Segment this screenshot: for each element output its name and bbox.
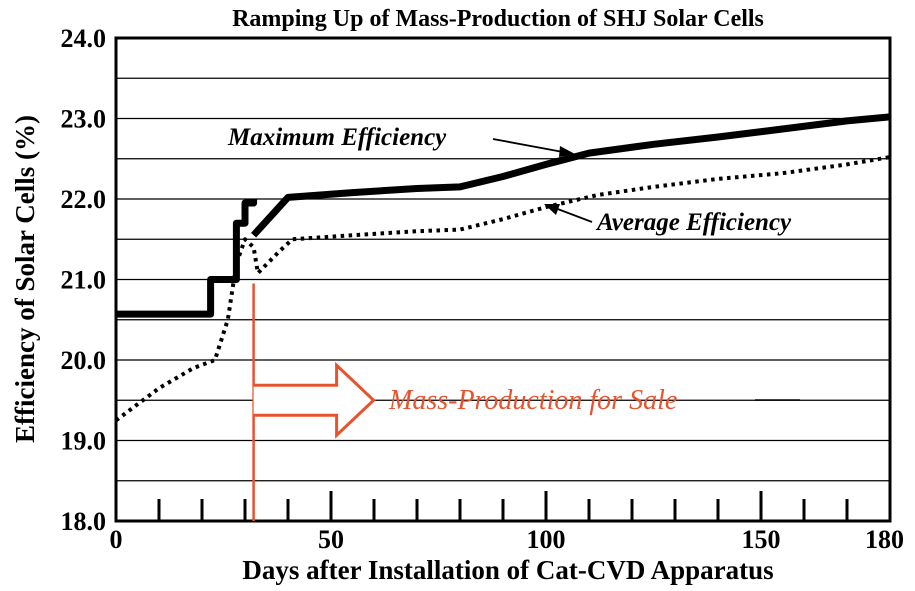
avg-leader-arrowhead (544, 204, 560, 215)
x-tick-label: 100 (527, 525, 566, 554)
x-tick-label: 0 (110, 525, 123, 554)
x-minor-ticks (157, 491, 849, 521)
avg-efficiency-label: Average Efficiency (595, 209, 792, 236)
chart-title: Ramping Up of Mass-Production of SHJ Sol… (232, 6, 764, 32)
max-leader-line (492, 138, 564, 153)
sale-arrow (253, 361, 376, 439)
y-tick-label: 19.0 (61, 427, 107, 456)
y-tick-label: 24.0 (61, 24, 107, 53)
maximum-efficiency-series (116, 113, 891, 318)
y-tick-label: 20.0 (61, 346, 107, 375)
average-efficiency-series (114, 155, 891, 423)
y-tick-label: 21.0 (61, 266, 107, 295)
x-tick-labels: 0 50 100 150 180 (110, 525, 905, 554)
avg-annotation: Average Efficiency (544, 204, 792, 236)
series-lines (114, 113, 891, 423)
max-annotation: Maximum Efficiency (227, 124, 575, 157)
y-tick-label: 18.0 (61, 507, 107, 536)
sale-label: Mass-Production for Sale (388, 385, 677, 416)
x-axis-label: Days after Installation of Cat-CVD Appar… (242, 555, 773, 585)
y-axis-label: Efficiency of Solar Cells (%) (10, 115, 40, 443)
y-tick-label: 23.0 (61, 105, 107, 134)
max-leader-arrowhead (559, 146, 575, 157)
x-tick-label: 180 (865, 525, 904, 554)
avg-leader-line (554, 207, 593, 223)
plot-frame (114, 36, 892, 523)
series-line (251, 113, 891, 238)
series-line (116, 199, 258, 318)
max-efficiency-label: Maximum Efficiency (227, 124, 447, 151)
x-tick-label: 50 (318, 525, 344, 554)
y-tick-label: 22.0 (61, 185, 107, 214)
y-tick-labels: 18.0 19.0 20.0 21.0 22.0 23.0 24.0 (61, 24, 107, 536)
x-tick-label: 150 (742, 525, 781, 554)
sale-annotation: Mass-Production for Sale (252, 283, 800, 521)
series-line (114, 155, 891, 423)
